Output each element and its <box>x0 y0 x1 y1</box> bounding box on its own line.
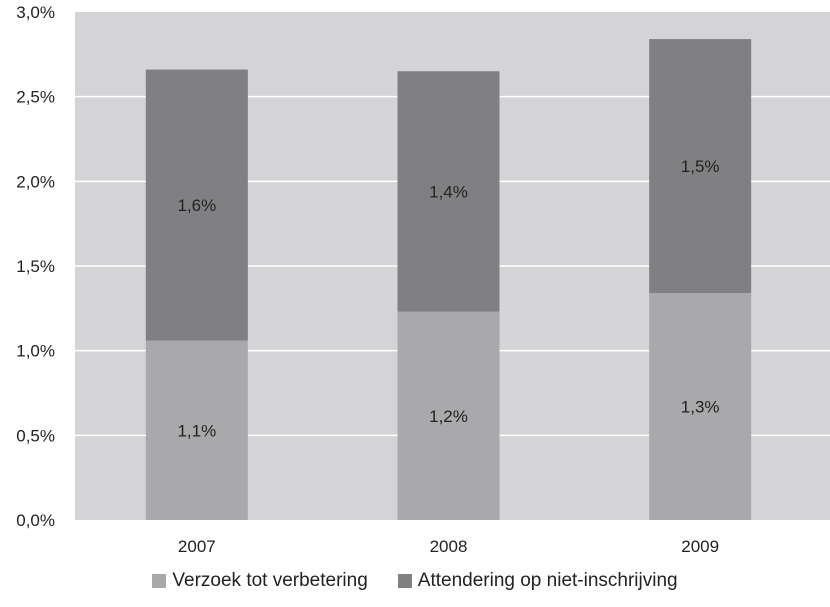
legend-label-attendering: Attendering op niet-inschrijving <box>417 570 678 591</box>
y-tick-label: 2,0% <box>16 172 55 191</box>
data-label: 1,3% <box>681 398 720 417</box>
legend-item-verzoek: Verzoek tot verbetering <box>152 570 368 592</box>
y-tick-label: 1,0% <box>16 342 55 361</box>
data-label: 1,5% <box>681 157 720 176</box>
x-category-label: 2008 <box>430 537 468 556</box>
data-label: 1,6% <box>177 196 216 215</box>
legend-item-attendering: Attendering op niet-inschrijving <box>397 570 678 592</box>
bar-segment <box>145 69 248 341</box>
bar-segment <box>397 311 500 520</box>
bar-segment <box>397 71 500 312</box>
y-tick-label: 1,5% <box>16 257 55 276</box>
data-label: 1,4% <box>429 182 468 201</box>
bar-segment <box>145 340 248 520</box>
y-tick-label: 3,0% <box>16 3 55 22</box>
legend-swatch-verzoek <box>152 574 167 588</box>
y-tick-label: 0,5% <box>16 426 55 445</box>
legend-label-verzoek: Verzoek tot verbetering <box>172 570 368 591</box>
bar-segment <box>649 293 752 520</box>
legend-swatch-attendering <box>397 574 412 588</box>
y-tick-label: 0,0% <box>16 511 55 530</box>
legend: Verzoek tot verbetering Attendering op n… <box>0 570 830 592</box>
y-tick-label: 2,5% <box>16 88 55 107</box>
data-label: 1,1% <box>177 421 216 440</box>
data-label: 1,2% <box>429 407 468 426</box>
bar-segment <box>649 39 752 294</box>
x-category-label: 2007 <box>178 537 216 556</box>
x-category-label: 2009 <box>681 537 719 556</box>
